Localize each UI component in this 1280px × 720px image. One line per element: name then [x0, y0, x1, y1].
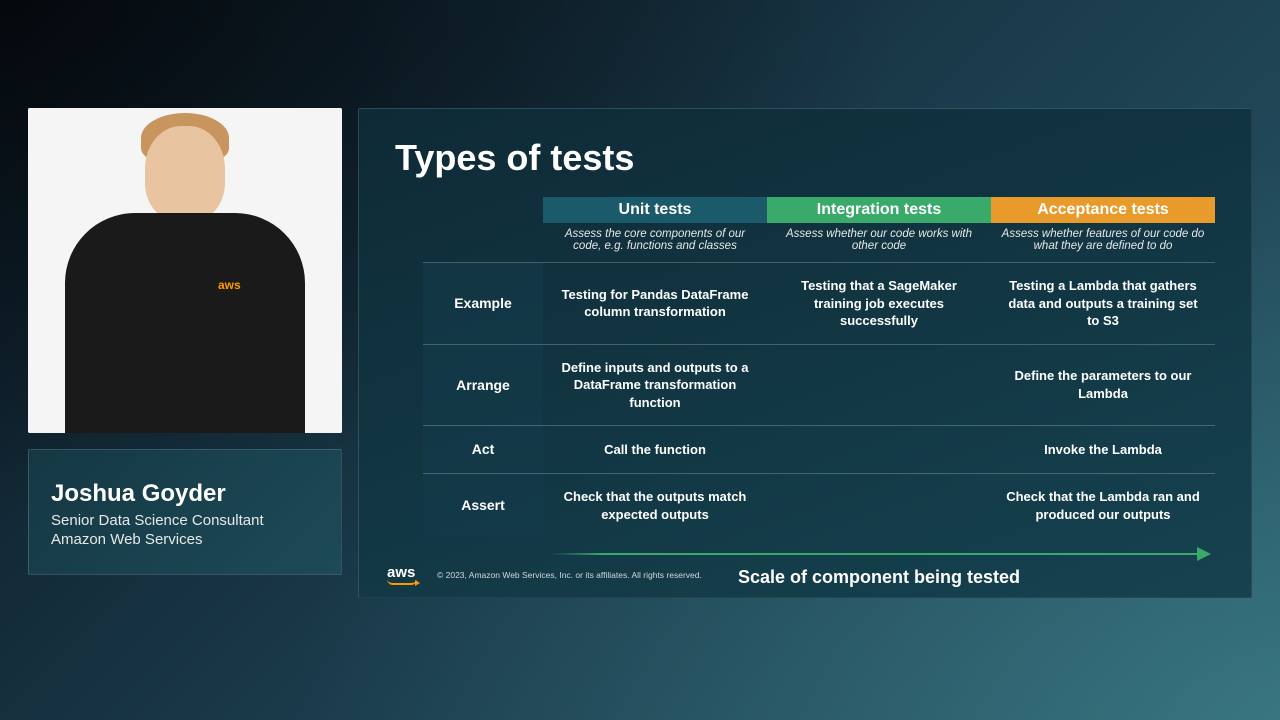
copyright-text: © 2023, Amazon Web Services, Inc. or its…	[437, 570, 702, 580]
slide-footer: aws © 2023, Amazon Web Services, Inc. or…	[387, 564, 702, 585]
scale-arrow	[543, 547, 1215, 561]
cell-arrange-integration	[767, 344, 991, 426]
tests-table: Unit tests Integration tests Acceptance …	[423, 197, 1215, 537]
presenter-placeholder: aws	[28, 108, 342, 433]
presenter-body-shape	[65, 213, 305, 433]
desc-acceptance: Assess whether features of our code do w…	[991, 223, 1215, 263]
blank-header	[423, 197, 543, 223]
aws-smile-icon	[387, 579, 417, 585]
table-header-row: Unit tests Integration tests Acceptance …	[423, 197, 1215, 223]
rowlabel-assert: Assert	[423, 474, 543, 538]
desc-integration: Assess whether our code works with other…	[767, 223, 991, 263]
table-desc-row: Assess the core components of our code, …	[423, 223, 1215, 263]
presenter-role: Senior Data Science Consultant Amazon We…	[51, 512, 319, 550]
cell-act-acceptance: Invoke the Lambda	[991, 426, 1215, 474]
rowlabel-act: Act	[423, 426, 543, 474]
cell-example-unit: Testing for Pandas DataFrame column tran…	[543, 263, 767, 345]
blank-desc	[423, 223, 543, 263]
layout-container: aws Joshua Goyder Senior Data Science Co…	[0, 0, 1280, 720]
presenter-role-line1: Senior Data Science Consultant	[51, 512, 264, 529]
cell-assert-acceptance: Check that the Lambda ran and produced o…	[991, 474, 1215, 538]
cell-arrange-unit: Define inputs and outputs to a DataFrame…	[543, 344, 767, 426]
col-header-unit: Unit tests	[543, 197, 767, 223]
row-act: Act Call the function Invoke the Lambda	[423, 426, 1215, 474]
arrow-head-icon	[1197, 547, 1211, 561]
rowlabel-arrange: Arrange	[423, 344, 543, 426]
col-header-acceptance: Acceptance tests	[991, 197, 1215, 223]
presenter-role-line2: Amazon Web Services	[51, 531, 202, 548]
cell-act-unit: Call the function	[543, 426, 767, 474]
cell-act-integration	[767, 426, 991, 474]
row-example: Example Testing for Pandas DataFrame col…	[423, 263, 1215, 345]
presenter-name: Joshua Goyder	[51, 480, 319, 508]
left-column: aws Joshua Goyder Senior Data Science Co…	[28, 108, 342, 692]
cell-example-integration: Testing that a SageMaker training job ex…	[767, 263, 991, 345]
presenter-video: aws	[28, 108, 342, 433]
cell-arrange-acceptance: Define the parameters to our Lambda	[991, 344, 1215, 426]
arrow-line	[551, 553, 1201, 555]
presenter-head-shape	[145, 126, 225, 221]
table-wrap: Unit tests Integration tests Acceptance …	[423, 197, 1215, 588]
slide-title: Types of tests	[395, 137, 1215, 179]
row-assert: Assert Check that the outputs match expe…	[423, 474, 1215, 538]
cell-assert-unit: Check that the outputs match expected ou…	[543, 474, 767, 538]
row-arrange: Arrange Define inputs and outputs to a D…	[423, 344, 1215, 426]
rowlabel-example: Example	[423, 263, 543, 345]
aws-logo: aws	[387, 564, 417, 585]
slide-panel: Types of tests Unit tests Integration te…	[358, 108, 1252, 598]
cell-example-acceptance: Testing a Lambda that gathers data and o…	[991, 263, 1215, 345]
shirt-aws-logo: aws	[218, 278, 241, 292]
desc-unit: Assess the core components of our code, …	[543, 223, 767, 263]
presenter-name-card: Joshua Goyder Senior Data Science Consul…	[28, 449, 342, 575]
cell-assert-integration	[767, 474, 991, 538]
col-header-integration: Integration tests	[767, 197, 991, 223]
